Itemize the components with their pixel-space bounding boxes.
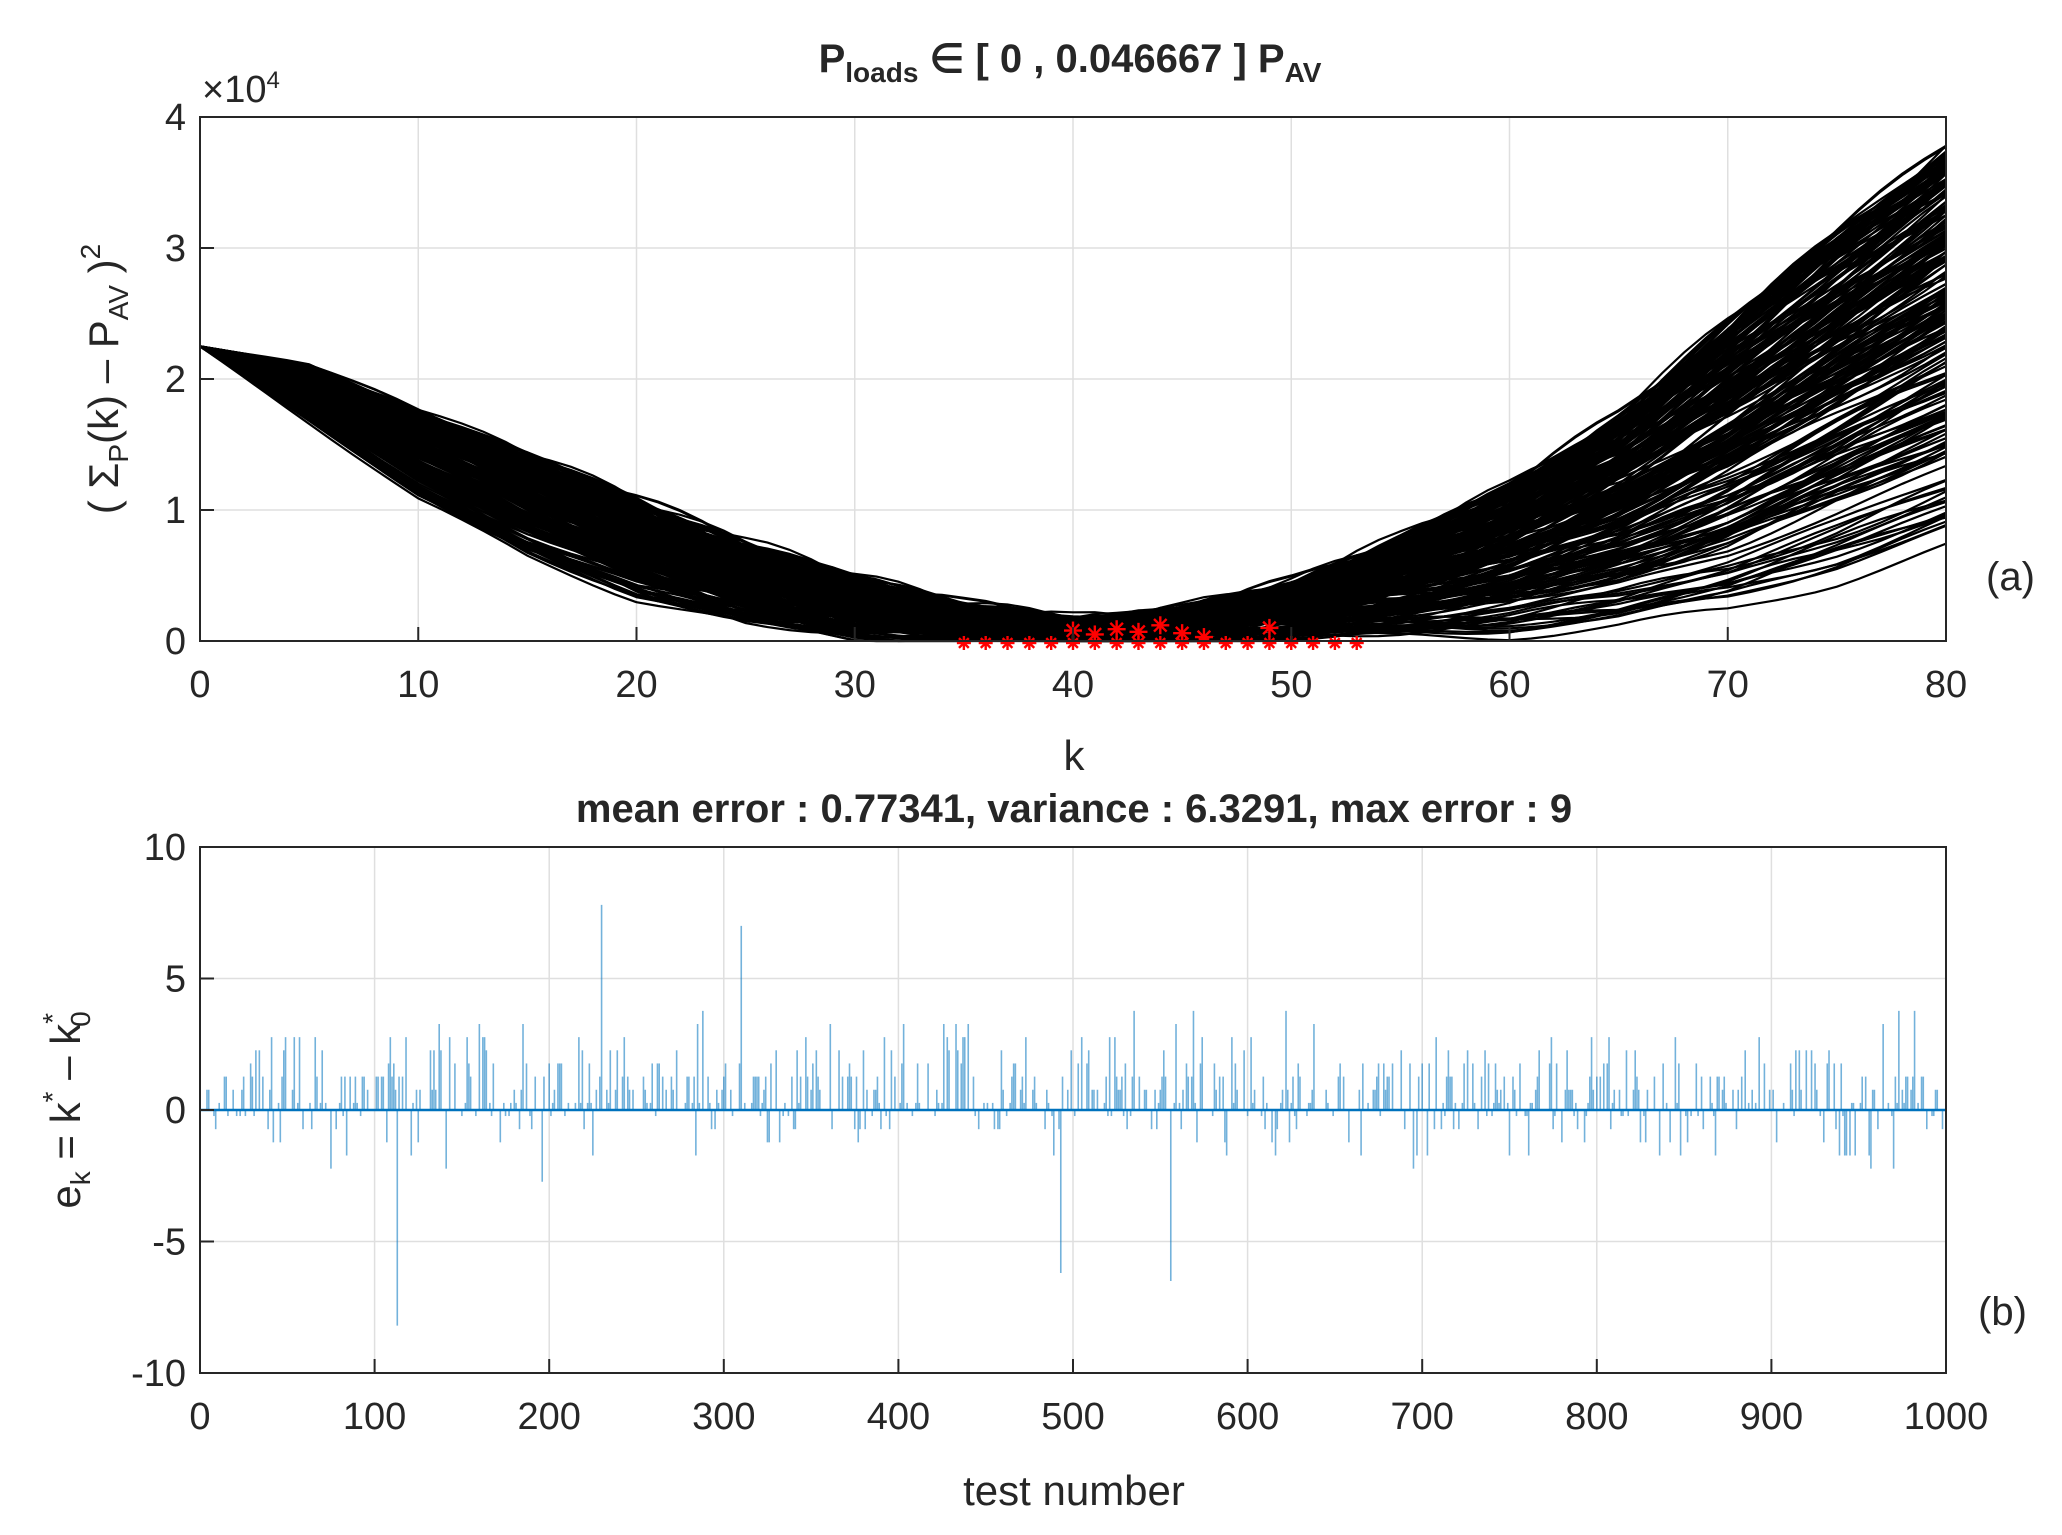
curve-line — [199, 151, 1947, 621]
red-star-marker — [1109, 636, 1124, 650]
red-star-marker — [1173, 624, 1192, 643]
y-tick-label: 3 — [165, 228, 186, 270]
x-tick-label: 20 — [615, 664, 657, 706]
marker-stroke — [1263, 637, 1276, 649]
marker-stroke — [1110, 637, 1123, 649]
panel-b-label: (b) — [1978, 1290, 2027, 1334]
panel-a: Ploads ∈ [ 0 , 0.046667 ] PAV ×104 0 10 20… — [75, 37, 2035, 779]
marker-stroke — [1329, 637, 1341, 649]
panel-b-title: mean error : 0.77341, variance : 6.3291,… — [576, 787, 1572, 831]
y-tick-label: 0 — [165, 621, 186, 663]
red-star-marker — [1000, 636, 1015, 650]
marker-stroke — [1109, 622, 1124, 637]
marker-stroke — [1153, 618, 1168, 633]
marker-stroke — [1001, 637, 1014, 649]
y-tick-label: 4 — [165, 97, 186, 139]
y-tick-label: 1 — [165, 490, 186, 532]
x-tick-label: 800 — [1565, 1396, 1628, 1438]
panel-a-y-ticks: 0 1 2 3 4 — [165, 97, 214, 663]
red-star-marker — [1066, 636, 1080, 650]
x-tick-label: 0 — [189, 1396, 210, 1438]
red-star-marker — [1107, 620, 1126, 639]
panel-a-exponent: ×104 — [202, 67, 280, 111]
marker-stroke — [1045, 637, 1057, 649]
x-tick-label: 300 — [692, 1396, 755, 1438]
panel-b-x-ticks: 0 100 200 300 400 500 600 700 800 900 1000 — [189, 1359, 1988, 1438]
panel-b-x-label: test number — [963, 1467, 1185, 1514]
y-tick-label: 0 — [165, 1090, 186, 1132]
x-tick-label: 70 — [1707, 664, 1749, 706]
x-tick-label: 60 — [1488, 664, 1530, 706]
marker-stroke — [1067, 637, 1079, 649]
y-tick-label: -5 — [152, 1222, 186, 1264]
red-star-marker — [1349, 636, 1364, 650]
red-star-marker — [1262, 636, 1277, 650]
x-tick-label: 30 — [834, 664, 876, 706]
x-tick-label: 80 — [1925, 664, 1967, 706]
red-star-marker — [956, 636, 971, 650]
marker-stroke — [1023, 637, 1036, 649]
marker-stroke — [1132, 637, 1145, 649]
panel-b-y-label: ek = k* – k*0 — [37, 1011, 96, 1208]
red-star-marker — [978, 636, 993, 650]
panel-b-y-ticks: -10 -5 0 5 10 — [131, 827, 214, 1395]
marker-stroke — [979, 637, 992, 649]
red-star-marker — [1044, 636, 1059, 650]
x-tick-label: 900 — [1740, 1396, 1803, 1438]
marker-stroke — [1174, 625, 1190, 641]
marker-stroke — [1176, 637, 1188, 649]
red-star-marker — [1129, 622, 1148, 641]
red-star-marker — [1240, 636, 1255, 650]
marker-stroke — [1262, 620, 1277, 636]
red-star-marker — [1218, 636, 1233, 650]
x-tick-label: 200 — [517, 1396, 580, 1438]
marker-stroke — [1350, 637, 1363, 649]
x-tick-label: 10 — [397, 664, 439, 706]
panel-a-y-label: ( ΣP(k) – PAV )2 — [75, 244, 134, 515]
x-tick-label: 40 — [1052, 664, 1094, 706]
curve-line — [199, 144, 1947, 622]
marker-stroke — [1241, 637, 1254, 649]
panel-a-x-ticks: 0 10 20 30 40 50 60 70 80 — [189, 627, 1967, 706]
panel-a-label: (a) — [1986, 555, 2035, 599]
marker-stroke — [1154, 637, 1167, 649]
x-tick-label: 600 — [1216, 1396, 1279, 1438]
marker-stroke — [1131, 624, 1146, 639]
y-tick-label: 2 — [165, 359, 186, 401]
red-star-marker — [1153, 636, 1168, 650]
x-tick-label: 400 — [867, 1396, 930, 1438]
panel-b-stems — [206, 868, 1947, 1326]
marker-stroke — [1220, 637, 1232, 649]
x-tick-label: 500 — [1041, 1396, 1104, 1438]
red-star-marker — [1151, 616, 1170, 635]
y-tick-label: 5 — [165, 959, 186, 1001]
x-tick-label: 100 — [343, 1396, 406, 1438]
red-star-marker — [1327, 636, 1342, 650]
marker-stroke — [1285, 637, 1297, 649]
x-tick-label: 700 — [1390, 1396, 1453, 1438]
x-tick-label: 50 — [1270, 664, 1312, 706]
y-tick-label: 10 — [144, 827, 186, 869]
y-tick-label: -10 — [131, 1353, 186, 1395]
marker-stroke — [958, 637, 970, 649]
panel-a-title: Ploads ∈ [ 0 , 0.046667 ] PAV — [819, 37, 1322, 88]
red-star-marker — [1022, 636, 1037, 650]
marker-stroke — [1087, 627, 1102, 642]
x-tick-label: 1000 — [1904, 1396, 1989, 1438]
red-star-marker — [1260, 618, 1279, 637]
panel-b: mean error : 0.77341, variance : 6.3291,… — [37, 787, 2027, 1514]
marker-stroke — [1307, 637, 1319, 649]
x-tick-label: 0 — [189, 664, 210, 706]
panel-a-x-label: k — [1064, 732, 1086, 779]
red-star-marker — [1306, 636, 1321, 650]
